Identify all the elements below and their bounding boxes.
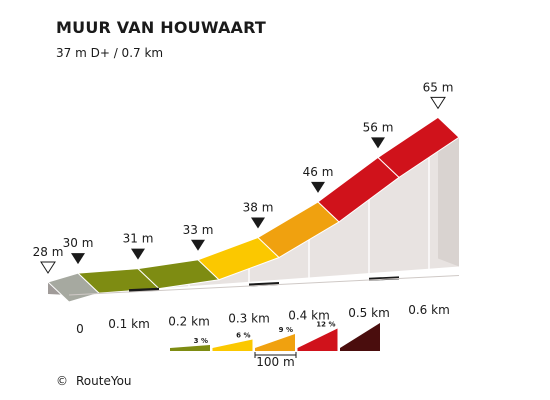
profile-segment-6 (377, 116, 460, 179)
profile-end-face (438, 117, 459, 267)
distance-tick-label: 0.3 km (228, 311, 270, 325)
elevation-marker (371, 137, 385, 149)
legend-swatch (340, 323, 380, 351)
profile-elevation-markers: 28 m30 m 31 m 33 m 38 m 46 m 56 m 65 m (33, 80, 454, 274)
elevation-label: 31 m (123, 232, 154, 246)
legend-swatch (212, 339, 253, 351)
profile-baseline (68, 275, 460, 296)
legend-label: 12 % (316, 321, 335, 329)
profile-gradient-segments (47, 116, 460, 303)
legend-label: 3 % (194, 337, 208, 345)
elevation-marker (191, 239, 205, 251)
elevation-label: 65 m (423, 80, 454, 94)
legend-label: 9 % (279, 326, 293, 334)
scale-label: 100 m (256, 355, 294, 369)
profile-distance-ticks: 0 0.1 km 0.2 km 0.3 km 0.4 km 0.5 km 0.6 km (68, 275, 460, 336)
gradient-legend: 3 % 6 % 9 % 12 % 100 m (170, 321, 380, 369)
distance-tick-label: 0.1 km (108, 317, 150, 331)
elevation-marker (251, 217, 265, 229)
legend-swatch (297, 328, 338, 351)
distance-tick-label: 0.2 km (168, 314, 210, 328)
profile-front-face (69, 137, 459, 302)
climb-stats: 37 m D+ / 0.7 km (56, 46, 164, 60)
copyright-icon: © (56, 374, 68, 388)
climb-title: MUUR VAN HOUWAART (56, 18, 267, 37)
elevation-label: 46 m (303, 165, 334, 179)
elevation-marker (71, 253, 85, 265)
distance-tick-label: 0 (76, 322, 84, 336)
elevation-marker (430, 96, 446, 110)
distance-tick-label: 0.4 km (288, 309, 330, 323)
legend-label: 6 % (236, 332, 250, 340)
elevation-marker (131, 248, 145, 260)
elevation-label: 38 m (243, 201, 274, 215)
elevation-marker (311, 181, 325, 193)
elevation-marker (40, 261, 56, 274)
brand-name: RouteYou (76, 374, 132, 388)
elevation-label: 30 m (63, 236, 94, 250)
elevation-label: 28 m (33, 245, 64, 259)
elevation-label: 33 m (183, 223, 214, 237)
distance-tick-label: 0.6 km (408, 303, 450, 317)
elevation-label: 56 m (363, 120, 394, 134)
distance-tick-label: 0.5 km (348, 306, 390, 320)
legend-swatch (170, 345, 210, 351)
attribution: © RouteYou (56, 374, 132, 388)
legend-swatch (255, 334, 295, 351)
